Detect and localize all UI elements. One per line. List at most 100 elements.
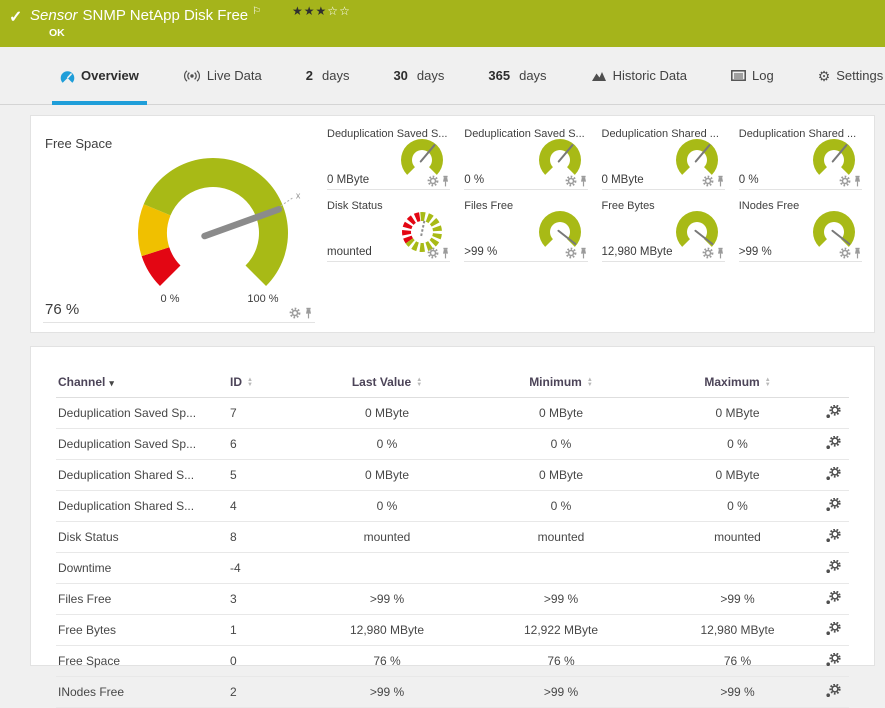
channel-gauge-actions (427, 247, 450, 259)
channel-name-cell[interactable]: Files Free (56, 584, 228, 615)
channel-gauge-cell[interactable]: Disk Status mounted (327, 200, 450, 262)
value-cell: 0 (228, 646, 310, 677)
tab-label: days (417, 68, 444, 83)
channel-settings-icon[interactable] (825, 684, 841, 701)
channel-name-cell[interactable]: Deduplication Saved Sp... (56, 429, 228, 460)
channel-name-cell[interactable]: Disk Status (56, 522, 228, 553)
tab-number: 365 (488, 68, 510, 83)
scale-max-label: 100 % (247, 293, 278, 305)
channel-gauge-cell[interactable]: Deduplication Saved S...0 MByte (327, 128, 450, 190)
channel-settings-icon[interactable] (825, 405, 841, 422)
pin-icon[interactable] (853, 175, 862, 187)
channel-name-cell[interactable]: Free Bytes (56, 615, 228, 646)
pin-icon[interactable] (716, 247, 725, 259)
value-cell: 0 % (658, 491, 817, 522)
channel-gauge-cell[interactable]: Deduplication Saved S...0 % (464, 128, 587, 190)
tab-historic-data[interactable]: Historic Data (583, 47, 695, 104)
channel-gauge-cell[interactable]: Deduplication Shared ...0 % (739, 128, 862, 190)
star-icon[interactable]: ★ (292, 4, 304, 18)
channel-settings-icon[interactable] (825, 560, 841, 577)
channel-gauge-cell[interactable]: Deduplication Shared ...0 MByte (602, 128, 725, 190)
gear-icon[interactable] (565, 175, 577, 187)
pin-icon[interactable] (579, 175, 588, 187)
sort-icon: ▲▼ (247, 378, 253, 388)
tab-settings[interactable]: ⚙Settings (810, 47, 885, 104)
channel-settings-icon[interactable] (825, 591, 841, 608)
channel-settings-icon[interactable] (825, 622, 841, 639)
channel-settings-icon[interactable] (825, 498, 841, 515)
gear-icon[interactable] (702, 175, 714, 187)
column-header-id[interactable]: ID▲▼ (228, 369, 310, 398)
sort-icon: ▲▼ (587, 378, 593, 388)
sensor-name: SNMP NetApp Disk Free (83, 7, 249, 24)
channel-settings-icon[interactable] (825, 653, 841, 670)
channel-name-cell[interactable]: Deduplication Saved Sp... (56, 398, 228, 429)
tab-2-days[interactable]: 2days (298, 47, 358, 104)
channel-gauge-cell[interactable]: Files Free>99 % (464, 200, 587, 262)
channel-gauge-value: 0 MByte (327, 174, 369, 186)
priority-stars[interactable]: ★★★☆☆ (292, 4, 351, 18)
channel-name-cell[interactable]: INodes Free (56, 677, 228, 708)
column-header-maximum[interactable]: Maximum▲▼ (658, 369, 817, 398)
tab-log[interactable]: Log (723, 47, 782, 104)
channel-name-cell[interactable]: Free Space (56, 646, 228, 677)
gear-icon[interactable] (565, 247, 577, 259)
star-icon[interactable]: ☆ (327, 4, 339, 18)
star-icon[interactable]: ☆ (339, 4, 351, 18)
star-icon[interactable]: ★ (316, 4, 328, 18)
channel-gauge-cell[interactable]: INodes Free>99 % (739, 200, 862, 262)
gear-icon[interactable] (427, 175, 439, 187)
tab-30-days[interactable]: 30days (385, 47, 452, 104)
channel-settings-cell (817, 491, 849, 522)
scale-min-label: 0 % (161, 293, 180, 305)
channel-name-cell[interactable]: Downtime (56, 553, 228, 584)
value-cell: >99 % (658, 584, 817, 615)
pin-icon[interactable] (441, 247, 450, 259)
chart-icon (591, 70, 607, 82)
table-row: Disk Status8mountedmountedmounted (56, 522, 849, 553)
tab-live-data[interactable]: Live Data (175, 47, 270, 104)
channel-settings-icon[interactable] (825, 436, 841, 453)
pin-icon[interactable] (441, 175, 450, 187)
channel-name-cell[interactable]: Deduplication Shared S... (56, 491, 228, 522)
page-title: SensorSNMP NetApp Disk Free⚐ (30, 6, 261, 24)
pin-icon[interactable] (716, 175, 725, 187)
tab-number: 2 (306, 68, 313, 83)
column-header-minimum[interactable]: Minimum▲▼ (464, 369, 658, 398)
gear-icon[interactable] (839, 175, 851, 187)
channel-settings-cell (817, 522, 849, 553)
channel-gauge-actions (427, 175, 450, 187)
channel-gauge-title: Disk Status (327, 200, 383, 212)
channel-name-cell[interactable]: Deduplication Shared S... (56, 460, 228, 491)
pin-icon[interactable] (579, 247, 588, 259)
column-header-last-value[interactable]: Last Value▲▼ (310, 369, 464, 398)
flag-icon[interactable]: ⚐ (252, 6, 261, 17)
value-cell: 12,980 MByte (658, 615, 817, 646)
column-header-channel[interactable]: Channel▾ (56, 369, 228, 398)
value-cell: 1 (228, 615, 310, 646)
gear-icon[interactable] (427, 247, 439, 259)
star-icon[interactable]: ★ (304, 4, 316, 18)
table-row: Deduplication Saved Sp...70 MByte0 MByte… (56, 398, 849, 429)
channel-gauge-cell[interactable]: Free Bytes12,980 MByte (602, 200, 725, 262)
value-cell: 7 (228, 398, 310, 429)
value-cell: 76 % (310, 646, 464, 677)
pin-icon[interactable] (853, 247, 862, 259)
free-space-gauge-cell[interactable]: Free Space x0 %100 % 76 % (43, 126, 315, 323)
tab-overview[interactable]: Overview (52, 47, 147, 104)
channel-gauge-value: mounted (327, 246, 372, 258)
channel-settings-icon[interactable] (825, 467, 841, 484)
value-cell: 2 (228, 677, 310, 708)
channels-table: Channel▾ID▲▼Last Value▲▼Minimum▲▼Maximum… (56, 369, 849, 708)
tab-365-days[interactable]: 365days (480, 47, 554, 104)
value-cell: 0 % (310, 429, 464, 460)
gear-icon[interactable] (839, 247, 851, 259)
value-cell: 0 % (464, 429, 658, 460)
channels-table-panel: Channel▾ID▲▼Last Value▲▼Minimum▲▼Maximum… (30, 346, 875, 666)
value-cell: 6 (228, 429, 310, 460)
gear-icon[interactable] (289, 307, 301, 319)
channel-settings-icon[interactable] (825, 529, 841, 546)
pin-icon[interactable] (304, 307, 313, 319)
channel-gauge-actions (702, 247, 725, 259)
gear-icon[interactable] (702, 247, 714, 259)
